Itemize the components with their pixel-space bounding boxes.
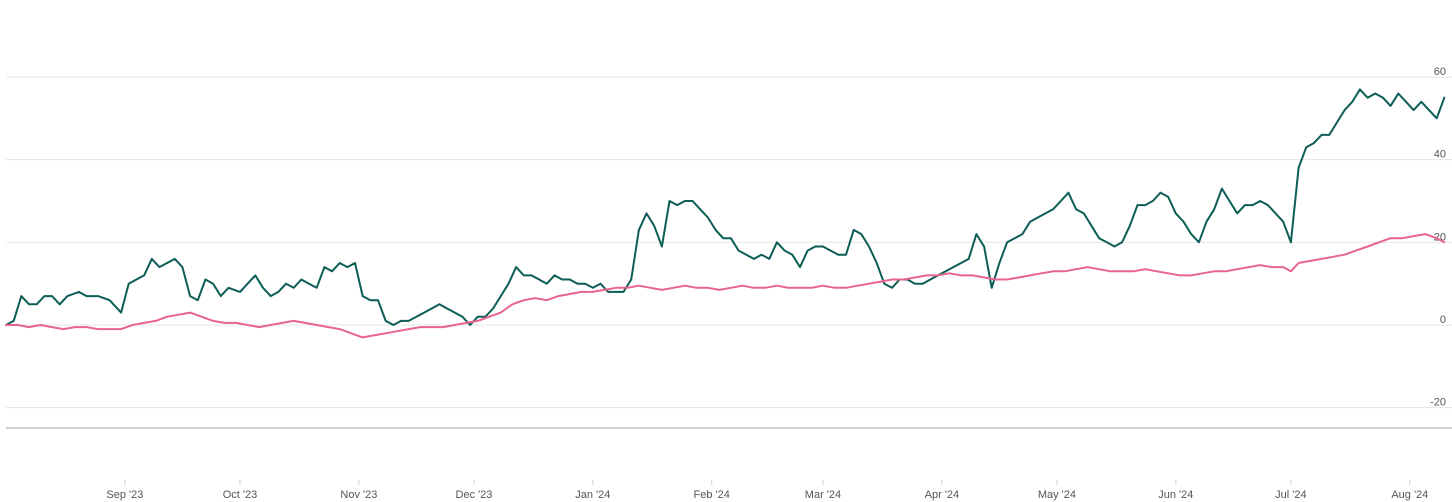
grid [6,76,1452,409]
x-tick-label: Aug '24 [1391,489,1428,501]
y-axis: 60 40 20 0 -20 [1430,66,1446,409]
x-tick-label: Feb '24 [694,489,730,501]
x-tick-label: Dec '23 [455,489,492,501]
x-tick-label: Mar '24 [805,489,841,501]
x-tick-label: Jul '24 [1275,489,1306,501]
x-tick-label: Sep '23 [106,489,143,501]
y-tick-label: 40 [1434,149,1446,161]
y-tick-label: -20 [1430,397,1446,409]
x-axis: Sep '23 Oct '23 Nov '23 Dec '23 Jan '24 Feb '… [106,480,1428,501]
x-tick-label: Jan '24 [575,489,610,501]
y-tick-label: 20 [1434,231,1446,243]
series-line-1 [5,88,1446,326]
y-tick-label: 60 [1434,66,1446,78]
x-tick-label: Nov '23 [340,489,377,501]
x-tick-label: Apr '24 [925,489,960,501]
x-tick-label: May '24 [1038,489,1076,501]
x-tick-label: Jun '24 [1158,489,1193,501]
series-group [5,88,1446,339]
y-tick-label: 0 [1440,314,1446,326]
x-tick-label: Oct '23 [223,489,258,501]
series-line-2 [5,233,1446,339]
